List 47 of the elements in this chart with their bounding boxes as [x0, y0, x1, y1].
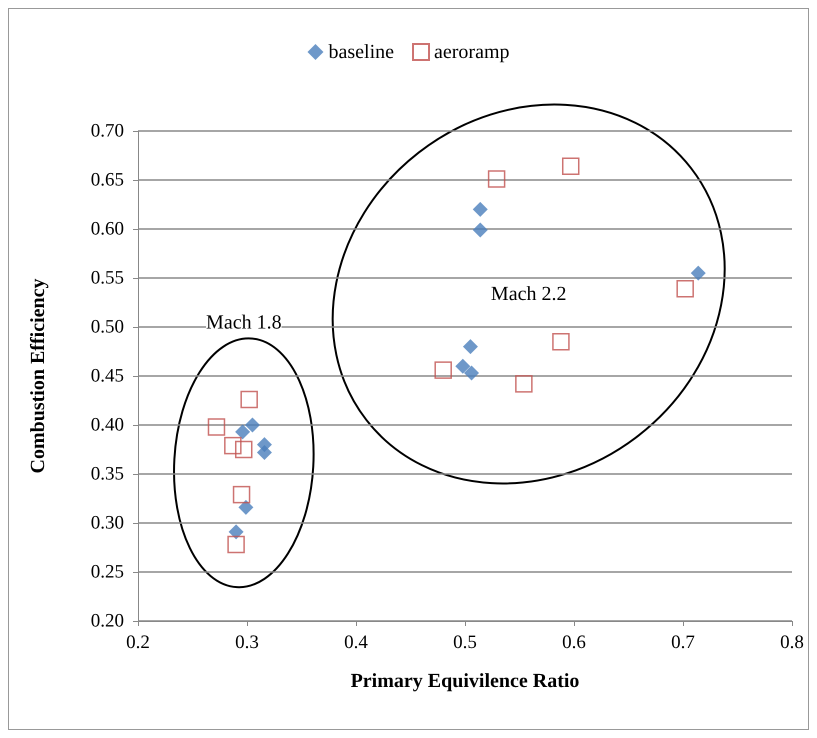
- point: [472, 222, 488, 238]
- x-tick-label: 0.4: [344, 632, 368, 653]
- y-tick-label: 0.50: [90, 316, 124, 338]
- x-tick-label: 0.2: [126, 632, 150, 653]
- point: [232, 486, 250, 504]
- point: [234, 440, 252, 458]
- point: [464, 366, 480, 381]
- point: [238, 500, 254, 515]
- point: [455, 358, 470, 374]
- x-tick-label: 0.5: [453, 632, 477, 653]
- point: [462, 339, 478, 354]
- y-tick-label: 0.20: [90, 610, 124, 632]
- point: [224, 436, 242, 454]
- legend-label: baseline: [328, 41, 394, 63]
- y-tick-label: 0.65: [90, 170, 124, 190]
- y-tick-label: 0.60: [90, 218, 124, 240]
- y-axis-title: Combustion Efficiency: [27, 278, 49, 474]
- x-tick-label: 0.6: [562, 632, 586, 653]
- x-tick-label: 0.3: [235, 632, 259, 653]
- x-tick-label: 0.7: [671, 632, 695, 653]
- point: [552, 332, 570, 350]
- point: [244, 418, 260, 432]
- point: [256, 444, 272, 460]
- annotation: Mach 2.2: [490, 283, 566, 306]
- point: [240, 390, 258, 408]
- x-tick-label: 0.8: [780, 632, 804, 653]
- y-tick-label: 0.45: [90, 366, 124, 386]
- y-tick-label: 0.55: [90, 268, 124, 288]
- x-axis-title: Primary Equivilence Ratio: [350, 670, 580, 692]
- point: [488, 170, 506, 188]
- y-tick-label: 0.25: [90, 562, 124, 582]
- y-tick-label: 0.30: [90, 512, 124, 534]
- y-tick-label: 0.40: [90, 414, 124, 436]
- point: [515, 375, 533, 393]
- point: [676, 280, 694, 298]
- y-tick-label: 0.35: [90, 464, 124, 484]
- legend-label: aeroramp: [434, 41, 510, 63]
- point: [228, 524, 244, 540]
- point: [472, 202, 488, 217]
- annotation: Mach 1.8: [206, 311, 282, 334]
- y-tick-label: 0.70: [90, 120, 124, 142]
- point: [562, 158, 580, 176]
- point: [235, 424, 250, 440]
- point: [208, 418, 226, 436]
- point: [227, 536, 245, 554]
- point: [690, 266, 706, 281]
- point: [434, 361, 452, 379]
